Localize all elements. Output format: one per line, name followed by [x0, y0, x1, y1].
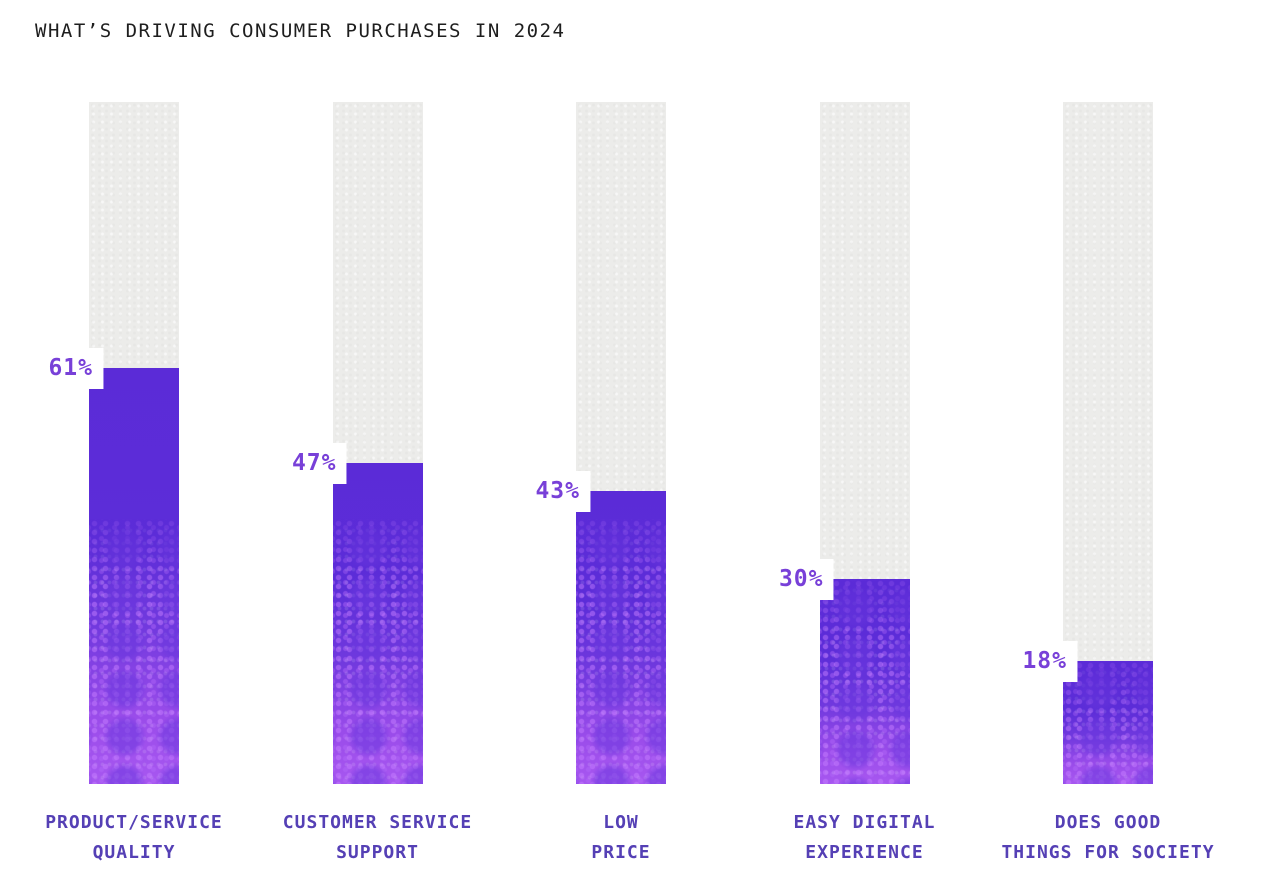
category-label: LOW PRICE — [591, 808, 650, 868]
category-label: DOES GOOD THINGS FOR SOCIETY — [1001, 808, 1214, 868]
category-label: CUSTOMER SERVICE SUPPORT — [283, 808, 472, 868]
bar-fill-texture — [89, 519, 179, 784]
category-label-line: EASY DIGITAL — [793, 812, 936, 833]
bar-group: 43% LOW PRICE — [522, 102, 666, 863]
bar-fill-texture — [1063, 661, 1153, 784]
bar-fill — [819, 579, 910, 784]
bar-chart: 61% PRODUCT/SERVICE QUALITY 47% CUSTOMER SER… — [35, 102, 1214, 863]
category-label-line: SUPPORT — [336, 842, 419, 863]
category-label-line: THINGS FOR SOCIETY — [1001, 842, 1215, 863]
value-label: 43% — [522, 470, 590, 512]
bar-fill-texture — [576, 519, 666, 784]
bar-fill — [1063, 661, 1153, 784]
chart-title: WHAT’S DRIVING CONSUMER PURCHASES IN 202… — [35, 20, 566, 42]
category-label-line: PRICE — [591, 842, 651, 863]
bar-group: 47% CUSTOMER SERVICE SUPPORT — [278, 102, 471, 863]
category-label-line: EXPERIENCE — [805, 842, 924, 863]
bar-fill — [576, 490, 666, 784]
category-label-line: DOES GOOD — [1054, 812, 1162, 833]
category-label-line: LOW — [603, 812, 639, 833]
category-label-line: CUSTOMER SERVICE — [282, 812, 473, 833]
value-label: 47% — [278, 443, 347, 485]
bar-fill-texture — [819, 579, 910, 784]
category-label: EASY DIGITAL EXPERIENCE — [793, 808, 935, 868]
value-label: 30% — [765, 559, 834, 601]
bar-group: 18% DOES GOOD THINGS FOR SOCIETY — [1001, 102, 1214, 863]
category-label-line: QUALITY — [92, 842, 176, 863]
category-label: PRODUCT/SERVICE QUALITY — [45, 808, 223, 868]
bar-group: 61% PRODUCT/SERVICE QUALITY — [35, 102, 222, 863]
value-label: 61% — [35, 347, 103, 389]
bar-fill — [89, 367, 179, 784]
bar-group: 30% EASY DIGITAL EXPERIENCE — [765, 102, 935, 863]
category-label-line: PRODUCT/SERVICE — [45, 812, 223, 833]
bar-fill-texture — [332, 519, 423, 784]
bar-fill — [332, 463, 423, 784]
value-label: 18% — [1009, 641, 1077, 683]
